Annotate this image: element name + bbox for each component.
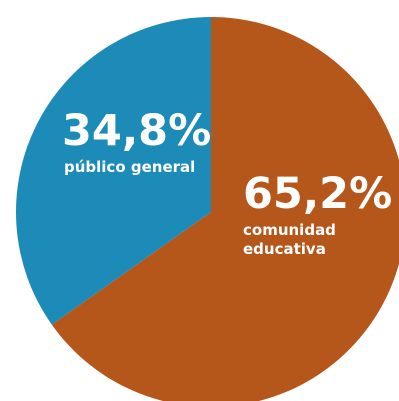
slice-percent-comunidad-educativa: 65,2% (243, 169, 392, 219)
pie-slice-comunidad-educativa (51, 17, 399, 401)
slice-percent-publico-general: 34,8% (62, 106, 211, 156)
slice-label-publico-general: público general (64, 158, 195, 176)
slice-label-comunidad-educativa-line2: educativa (243, 240, 326, 258)
pie-slice-publico-general (15, 17, 212, 325)
pie-slices (15, 17, 399, 401)
slice-label-comunidad-educativa-line1: comunidad (243, 221, 336, 239)
